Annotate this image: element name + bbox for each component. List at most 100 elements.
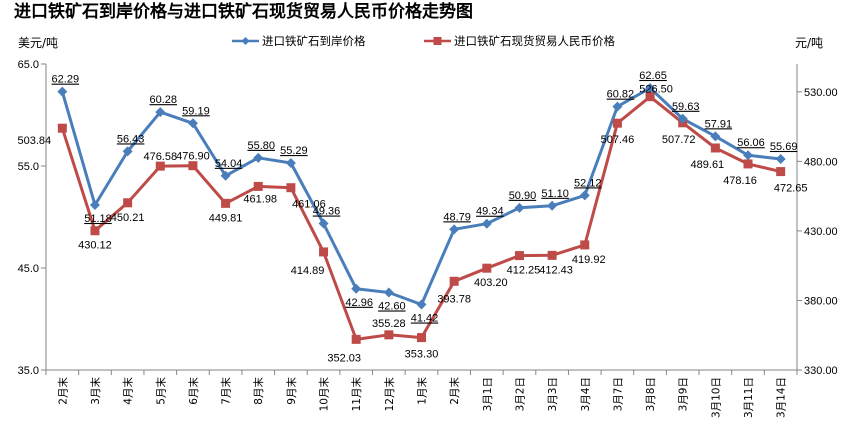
rmb-price-point xyxy=(286,183,296,193)
left-tick-label: 45.0 xyxy=(18,263,39,275)
cif-price-point xyxy=(383,287,394,298)
cif-price-label: 56.06 xyxy=(737,137,765,149)
x-tick-label: 3月14日 xyxy=(776,377,788,418)
rmb-price-label: 412.43 xyxy=(539,264,573,276)
rmb-price-label: 419.92 xyxy=(572,254,606,266)
cif-price-label: 55.69 xyxy=(770,141,798,153)
rmb-price-point xyxy=(645,92,655,102)
x-tick-label: 3月7日 xyxy=(612,377,624,411)
cif-price-point xyxy=(285,158,296,169)
cif-price-label: 51.18 xyxy=(84,213,112,225)
cif-price-point xyxy=(122,146,133,157)
rmb-price-label: 393.78 xyxy=(437,293,471,305)
rmb-price-point xyxy=(384,330,394,340)
x-tick-label: 2月末 xyxy=(448,377,461,405)
right-tick-label: 430.00 xyxy=(804,226,838,238)
rmb-price-point xyxy=(253,181,263,191)
cif-price-point xyxy=(318,218,329,229)
rmb-price-label: 526.50 xyxy=(639,84,673,96)
rmb-price-point xyxy=(514,251,524,261)
right-tick-label: 530.00 xyxy=(804,87,838,99)
rmb-price-point xyxy=(612,118,622,128)
left-tick-label: 65.0 xyxy=(18,59,39,71)
x-tick-label: 3月末 xyxy=(89,377,102,405)
rmb-price-point xyxy=(123,198,133,208)
x-tick-label: 11月末 xyxy=(350,377,363,412)
cif-price-point xyxy=(514,202,525,213)
cif-price-point xyxy=(677,113,688,124)
rmb-price-point xyxy=(188,161,198,171)
cif-price-point xyxy=(449,224,460,235)
rmb-price-point xyxy=(319,247,329,257)
rmb-price-point xyxy=(547,250,557,260)
rmb-price-label: 403.20 xyxy=(474,277,508,289)
cif-price-point xyxy=(645,82,656,93)
rmb-price-label: 472.65 xyxy=(774,183,808,195)
cif-price-label: 42.60 xyxy=(378,300,406,312)
right-tick-label: 480.00 xyxy=(804,156,838,168)
x-tick-label: 3月4日 xyxy=(580,377,592,411)
rmb-price-point xyxy=(710,143,720,153)
x-tick-label: 3月1日 xyxy=(482,377,494,411)
cif-price-label: 48.79 xyxy=(443,211,471,223)
rmb-price-point xyxy=(351,334,361,344)
cif-price-point xyxy=(351,283,362,294)
cif-price-point xyxy=(743,150,754,161)
rmb-price-label: 503.84 xyxy=(17,135,51,147)
cif-price-point xyxy=(775,153,786,164)
cif-price-label: 52.12 xyxy=(574,177,602,189)
cif-price-point xyxy=(579,190,590,201)
cif-price-label: 62.29 xyxy=(52,74,80,86)
cif-price-label: 42.96 xyxy=(345,297,373,309)
cif-price-label: 60.28 xyxy=(150,94,178,106)
rmb-price-point xyxy=(417,333,426,343)
rmb-price-point xyxy=(580,240,590,250)
cif-price-point xyxy=(253,152,264,163)
cif-price-label: 49.36 xyxy=(313,206,341,218)
legend-marker-rmb xyxy=(433,37,442,45)
x-tick-label: 10月末 xyxy=(318,377,331,412)
rmb-price-label: 352.03 xyxy=(327,352,361,364)
x-tick-label: 4月末 xyxy=(122,377,135,405)
rmb-price-point xyxy=(743,159,753,169)
cif-price-label: 55.80 xyxy=(247,140,275,152)
right-tick-label: 330.00 xyxy=(804,365,838,377)
cif-price-label: 51.10 xyxy=(541,188,569,200)
rmb-price-label: 507.72 xyxy=(662,134,696,146)
rmb-price-label: 489.61 xyxy=(691,159,725,171)
x-tick-label: 3月9日 xyxy=(678,377,690,411)
cif-price-label: 60.82 xyxy=(607,89,635,101)
rmb-price-label: 461.98 xyxy=(243,193,277,205)
x-tick-label: 1月末 xyxy=(416,377,429,405)
rmb-price-label: 412.25 xyxy=(507,265,541,277)
cif-price-label: 57.91 xyxy=(705,118,733,130)
cif-price-label: 54.04 xyxy=(215,158,243,170)
rmb-price-label: 355.28 xyxy=(372,318,406,330)
data-labels: 62.29 51.18 56.43 60.28 59.19 54.04 55.80 55.29… xyxy=(17,70,807,364)
rmb-price-point xyxy=(482,263,492,273)
x-tick-label: 3月2日 xyxy=(514,377,526,411)
x-tick-label: 2月末 xyxy=(56,377,69,405)
cif-price-point xyxy=(220,170,231,181)
cif-price-label: 59.63 xyxy=(672,101,700,113)
rmb-price-label: 449.81 xyxy=(209,212,243,224)
rmb-price-point xyxy=(449,276,459,286)
rmb-price-point xyxy=(776,167,786,177)
legend: 进口铁矿石到岸价格 进口铁矿石现货贸易人民币价格 xyxy=(232,34,615,48)
cif-price-label: 50.90 xyxy=(509,190,537,202)
cif-price-label: 59.19 xyxy=(182,105,210,117)
cif-price-point xyxy=(547,200,558,211)
x-tick-label: 7月末 xyxy=(220,377,233,405)
cif-price-label: 41.42 xyxy=(411,313,439,325)
cif-price-point xyxy=(155,107,166,118)
rmb-price-point xyxy=(221,198,231,208)
x-tick-label: 9月末 xyxy=(285,377,298,405)
series-line-cif-price xyxy=(60,86,781,306)
cif-price-label: 56.43 xyxy=(117,133,145,145)
cif-price-point xyxy=(481,218,492,229)
x-tick-label: 5月末 xyxy=(154,377,167,405)
cif-price-point xyxy=(57,86,68,97)
rmb-price-label: 461.06 xyxy=(292,199,326,211)
